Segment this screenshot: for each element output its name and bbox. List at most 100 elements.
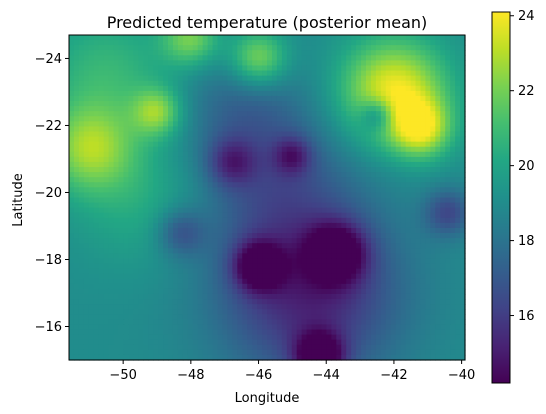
heatmap-cell <box>73 106 80 112</box>
heatmap-cell <box>247 45 253 51</box>
heatmap-cell <box>390 35 397 41</box>
heatmap-cell <box>153 293 159 300</box>
heatmap-cell <box>296 131 303 138</box>
heatmap-cell <box>73 50 80 56</box>
heatmap-cell <box>69 314 75 320</box>
heatmap-cell <box>435 268 441 275</box>
heatmap-cell <box>133 167 139 173</box>
heatmap-cell <box>177 111 184 117</box>
heatmap-cell <box>177 227 184 234</box>
heatmap-cell <box>143 349 149 356</box>
heatmap-cell <box>148 299 154 305</box>
heatmap-cell <box>296 90 303 97</box>
heatmap-cell <box>257 182 263 188</box>
heatmap-cell <box>123 65 129 72</box>
heatmap-cell <box>306 126 313 133</box>
heatmap-cell <box>336 339 342 346</box>
heatmap-cell <box>118 314 125 320</box>
heatmap-cell <box>232 319 238 326</box>
heatmap-cell <box>172 329 179 336</box>
heatmap-cell <box>430 339 436 346</box>
heatmap-cell <box>73 70 80 77</box>
heatmap-cell <box>128 212 134 219</box>
heatmap-cell <box>153 238 159 244</box>
heatmap-cell <box>227 339 233 346</box>
heatmap-cell <box>450 151 456 158</box>
heatmap-cell <box>197 217 204 224</box>
heatmap-cell <box>420 304 426 310</box>
heatmap-cell <box>177 90 184 97</box>
heatmap-cell <box>276 263 283 270</box>
heatmap-cell <box>93 212 100 219</box>
heatmap-cell <box>168 344 174 351</box>
heatmap-cell <box>192 263 199 270</box>
heatmap-cell <box>187 65 194 72</box>
heatmap-cell <box>148 111 154 117</box>
heatmap-cell <box>400 278 407 285</box>
heatmap-cell <box>247 222 253 229</box>
heatmap-cell <box>252 131 258 138</box>
heatmap-cell <box>148 278 154 285</box>
heatmap-cell <box>73 258 80 265</box>
heatmap-cell <box>192 177 199 183</box>
heatmap-cell <box>262 334 268 341</box>
heatmap-cell <box>346 233 352 239</box>
heatmap-cell <box>217 283 224 290</box>
heatmap-cell <box>375 248 382 254</box>
heatmap-cell <box>311 293 318 300</box>
heatmap-cell <box>460 212 466 219</box>
heatmap-cell <box>400 50 407 56</box>
heatmap-cell <box>69 45 75 51</box>
heatmap-cell <box>301 288 308 295</box>
heatmap-cell <box>168 288 174 295</box>
heatmap-cell <box>311 136 318 143</box>
heatmap-cell <box>351 278 357 285</box>
heatmap-cell <box>390 101 397 107</box>
heatmap-cell <box>163 50 169 56</box>
heatmap-cell <box>138 319 144 326</box>
heatmap-cell <box>445 278 451 285</box>
heatmap-cell <box>143 233 149 239</box>
heatmap-cell <box>123 95 129 102</box>
heatmap-cell <box>326 136 332 143</box>
heatmap-cell <box>123 187 129 194</box>
heatmap-cell <box>425 131 431 138</box>
heatmap-cell <box>267 238 273 244</box>
heatmap-cell <box>88 151 95 158</box>
heatmap-cell <box>252 268 258 275</box>
heatmap-cell <box>341 60 347 67</box>
heatmap-cell <box>321 339 327 346</box>
heatmap-cell <box>158 167 164 173</box>
heatmap-cell <box>237 40 243 46</box>
heatmap-cell <box>197 243 204 249</box>
heatmap-cell <box>192 182 199 188</box>
heatmap-cell <box>366 334 372 341</box>
heatmap-cell <box>143 177 149 183</box>
heatmap-cell <box>252 136 258 143</box>
heatmap-cell <box>276 111 283 117</box>
heatmap-cell <box>168 126 174 133</box>
heatmap-cell <box>83 146 90 153</box>
heatmap-cell <box>445 207 451 214</box>
heatmap-cell <box>262 111 268 117</box>
heatmap-cell <box>385 197 392 204</box>
heatmap-cell <box>415 65 422 72</box>
heatmap-cell <box>232 101 238 107</box>
heatmap-cell <box>450 55 456 61</box>
heatmap-cell <box>217 319 224 326</box>
heatmap-cell <box>410 187 417 194</box>
heatmap-cell <box>410 111 417 117</box>
heatmap-cell <box>450 324 456 331</box>
heatmap-cell <box>291 288 298 295</box>
heatmap-cell <box>445 222 451 229</box>
heatmap-cell <box>356 90 362 97</box>
heatmap-cell <box>375 197 382 204</box>
heatmap-cell <box>286 243 293 249</box>
heatmap-cell <box>326 329 332 336</box>
heatmap-cell <box>242 85 248 92</box>
heatmap-cell <box>103 141 110 148</box>
heatmap-cell <box>123 35 129 41</box>
heatmap-cell <box>73 222 80 229</box>
heatmap-cell <box>242 309 248 315</box>
heatmap-cell <box>242 299 248 305</box>
